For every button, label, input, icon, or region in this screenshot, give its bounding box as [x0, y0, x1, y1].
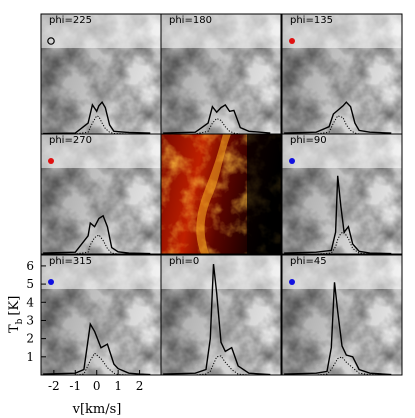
panel-label: phi=180	[169, 15, 212, 26]
position-marker	[48, 158, 54, 164]
panel-frame	[281, 133, 403, 255]
y-tick-label: 4	[26, 295, 34, 309]
position-marker	[47, 37, 55, 45]
spectrum-panel: phi=270	[40, 133, 162, 255]
spectrum-panel: phi=135	[281, 13, 403, 135]
spectrum-panel: phi=90	[281, 133, 403, 255]
x-tick-label: -1	[69, 379, 81, 393]
panel-grid: phi=225 phi=180 phi=135 phi=270 phi=90 phi=31…	[40, 13, 403, 376]
panel-label: phi=225	[49, 15, 92, 26]
total-spectrum-line	[163, 103, 271, 134]
panel-label: phi=315	[49, 256, 92, 267]
y-tick-label: 3	[26, 313, 34, 327]
total-spectrum-line	[284, 101, 392, 134]
total-spectrum-line	[43, 214, 151, 254]
y-axis-label: Tb [K]	[7, 296, 25, 333]
position-marker	[289, 279, 295, 285]
y-axis-label-main: T	[7, 324, 22, 333]
spectrum-panel: phi=180	[160, 13, 282, 135]
center-image-panel	[160, 133, 282, 255]
total-spectrum-line	[43, 322, 151, 375]
spectrum-panel: phi=315	[40, 254, 162, 376]
x-tick-label: -2	[48, 379, 60, 393]
y-axis-label-unit: [K]	[7, 296, 22, 316]
map-highlight	[161, 14, 281, 48]
total-spectrum-line	[284, 282, 392, 375]
spectrum-panel: phi=45	[281, 254, 403, 376]
panel-label: phi=270	[49, 135, 92, 146]
y-tick-label: 5	[26, 277, 34, 291]
component-spectrum-line	[43, 234, 151, 254]
image-dark-region	[247, 134, 281, 254]
y-tick-label: 2	[26, 332, 34, 346]
x-tick-label: 0	[93, 379, 101, 393]
panel-frame	[160, 133, 282, 255]
map-highlight	[161, 255, 281, 289]
total-spectrum-line	[284, 175, 392, 254]
component-spectrum-line	[43, 352, 151, 375]
map-highlight	[41, 134, 161, 168]
image-filament	[196, 134, 231, 254]
component-spectrum-line	[284, 231, 392, 254]
map-highlight	[282, 255, 402, 289]
panel-frame	[160, 254, 282, 376]
position-marker	[48, 279, 54, 285]
panel-frame	[281, 254, 403, 376]
y-tick-label: 6	[26, 259, 34, 273]
map-highlight	[41, 14, 161, 48]
component-spectrum-line	[43, 115, 151, 134]
map-highlight	[282, 14, 402, 48]
total-spectrum-line	[163, 264, 271, 375]
x-tick-label: 2	[136, 379, 144, 393]
panel-label: phi=90	[290, 135, 327, 146]
x-axis-label: v[km/s]	[72, 402, 122, 417]
y-tick-label: 1	[26, 350, 34, 364]
component-spectrum-line	[163, 117, 271, 134]
map-highlight	[41, 255, 161, 289]
spectrum-panel: phi=0	[160, 254, 282, 376]
y-axis-label-sub: b	[15, 318, 25, 324]
total-spectrum-line	[43, 101, 151, 134]
x-tick-label: 1	[114, 379, 122, 393]
position-marker	[289, 158, 295, 164]
position-marker	[289, 38, 295, 44]
component-spectrum-line	[163, 355, 271, 375]
panel-label: phi=135	[290, 15, 333, 26]
panel-label: phi=45	[290, 256, 327, 267]
component-spectrum-line	[284, 115, 392, 134]
spectrum-panel: phi=225	[40, 13, 162, 135]
map-highlight	[282, 134, 402, 168]
panel-label: phi=0	[169, 256, 199, 267]
